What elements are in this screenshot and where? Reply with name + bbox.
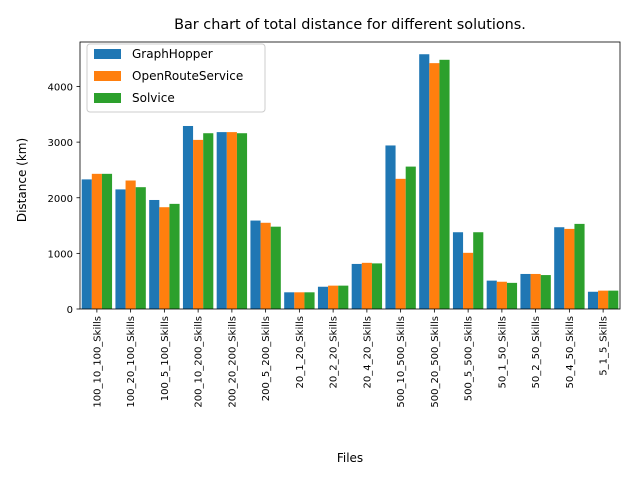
bar-solvice-50_4_50_Skills <box>574 223 585 309</box>
x-tick-label: 200_5_200_Skills <box>261 316 272 401</box>
x-tick-label: 20_2_20_Skills <box>329 316 340 389</box>
legend-swatch-graphhopper <box>94 49 121 59</box>
chart-title: Bar chart of total distance for differen… <box>174 17 526 33</box>
x-tick-label: 20_4_20_Skills <box>362 316 373 389</box>
axes-layer: 0 1000 2000 3000 4000 100_10_100_Skills 100_20… <box>48 41 621 408</box>
bar-graphhopper-50_2_50_Skills <box>520 273 531 309</box>
bar-graphhopper-100_10_100_Skills <box>81 179 92 309</box>
bar-openrouteservice-100_5_100_Skills <box>159 207 170 309</box>
bar-graphhopper-200_20_200_Skills <box>216 132 227 309</box>
bar-solvice-200_10_200_Skills <box>203 133 214 309</box>
y-tick-label: 2000 <box>48 194 73 205</box>
bar-openrouteservice-500_5_500_Skills <box>463 252 474 309</box>
bar-openrouteservice-200_20_200_Skills <box>226 132 237 309</box>
y-tick-label: 3000 <box>48 138 73 149</box>
bar-graphhopper-20_2_20_Skills <box>317 286 329 309</box>
y-tick-label: 0 <box>67 305 73 316</box>
bar-graphhopper-200_10_200_Skills <box>182 125 194 310</box>
y-tick-label: 4000 <box>48 83 73 94</box>
bar-graphhopper-500_10_500_Skills <box>385 145 396 309</box>
bar-graphhopper-100_5_100_Skills <box>149 199 160 309</box>
bar-openrouteservice-200_10_200_Skills <box>193 139 204 309</box>
x-tick-label: 50_1_50_Skills <box>497 316 508 389</box>
bar-graphhopper-20_4_20_Skills <box>351 263 362 309</box>
bar-openrouteservice-200_5_200_Skills <box>260 222 271 309</box>
bar-openrouteservice-50_4_50_Skills <box>564 228 575 309</box>
legend-swatch-openrouteservice <box>94 71 121 81</box>
x-tick-label: 5_1_5_Skills <box>599 316 610 376</box>
legend-label-openrouteservice: OpenRouteService <box>132 69 243 83</box>
bars-layer <box>81 54 619 310</box>
bar-graphhopper-50_4_50_Skills <box>554 227 565 309</box>
bar-graphhopper-200_5_200_Skills <box>250 220 261 309</box>
x-tick-label: 200_10_200_Skills <box>194 316 205 408</box>
x-tick-label: 50_2_50_Skills <box>531 316 542 389</box>
bar-solvice-20_2_20_Skills <box>338 285 349 309</box>
bar-solvice-200_20_200_Skills <box>236 133 248 309</box>
legend-box <box>86 43 266 113</box>
y-axis-label: Distance (km) <box>15 138 29 222</box>
x-tick-label: 50_4_50_Skills <box>565 316 576 389</box>
bar-solvice-100_20_100_Skills <box>135 187 146 309</box>
x-tick-label: 100_20_100_Skills <box>126 316 137 408</box>
plot-frame <box>79 41 621 310</box>
x-tick-label: 100_10_100_Skills <box>92 316 103 408</box>
bar-openrouteservice-500_20_500_Skills <box>429 63 440 309</box>
bar-openrouteservice-20_1_20_Skills <box>294 292 305 309</box>
bar-solvice-5_1_5_Skills <box>608 290 619 309</box>
legend-label-solvice: Solvice <box>132 91 175 105</box>
legend-label-graphhopper: GraphHopper <box>132 47 213 61</box>
bar-solvice-20_1_20_Skills <box>304 292 315 309</box>
legend-swatch-solvice <box>94 93 121 103</box>
legend: GraphHopper OpenRouteService Solvice <box>86 43 266 113</box>
bar-solvice-100_5_100_Skills <box>169 203 180 309</box>
x-tick-label: 100_5_100_Skills <box>160 316 171 401</box>
bar-openrouteservice-5_1_5_Skills <box>598 290 609 309</box>
y-tick-label: 1000 <box>48 249 73 260</box>
bar-graphhopper-500_20_500_Skills <box>419 54 430 309</box>
bar-openrouteservice-100_20_100_Skills <box>125 180 136 309</box>
x-axis-label: Files <box>337 451 363 465</box>
bar-openrouteservice-20_2_20_Skills <box>328 285 339 309</box>
bar-solvice-500_20_500_Skills <box>439 59 450 309</box>
bar-openrouteservice-20_4_20_Skills <box>361 262 372 309</box>
bar-openrouteservice-100_10_100_Skills <box>91 173 102 309</box>
x-tick-label: 500_20_500_Skills <box>430 316 441 408</box>
x-tick-label: 20_1_20_Skills <box>295 316 306 389</box>
x-tick-label: 500_10_500_Skills <box>396 316 407 408</box>
bar-solvice-500_10_500_Skills <box>405 166 416 309</box>
bar-graphhopper-5_1_5_Skills <box>587 291 599 309</box>
bar-solvice-50_2_50_Skills <box>540 275 551 309</box>
bar-graphhopper-50_1_50_Skills <box>486 280 497 309</box>
bar-graphhopper-500_5_500_Skills <box>452 232 464 309</box>
bar-solvice-100_10_100_Skills <box>101 173 113 309</box>
bar-solvice-500_5_500_Skills <box>473 232 484 309</box>
bar-solvice-200_5_200_Skills <box>270 226 281 309</box>
x-tick-label: 500_5_500_Skills <box>464 316 475 401</box>
bar-graphhopper-20_1_20_Skills <box>284 292 295 309</box>
bar-openrouteservice-50_1_50_Skills <box>496 281 507 309</box>
x-tick-label: 200_20_200_Skills <box>227 316 238 408</box>
bar-openrouteservice-500_10_500_Skills <box>395 178 406 309</box>
bar-openrouteservice-50_2_50_Skills <box>530 273 541 309</box>
bar-solvice-20_4_20_Skills <box>371 263 383 309</box>
bar-solvice-50_1_50_Skills <box>506 282 518 309</box>
bar-graphhopper-100_20_100_Skills <box>115 189 126 309</box>
